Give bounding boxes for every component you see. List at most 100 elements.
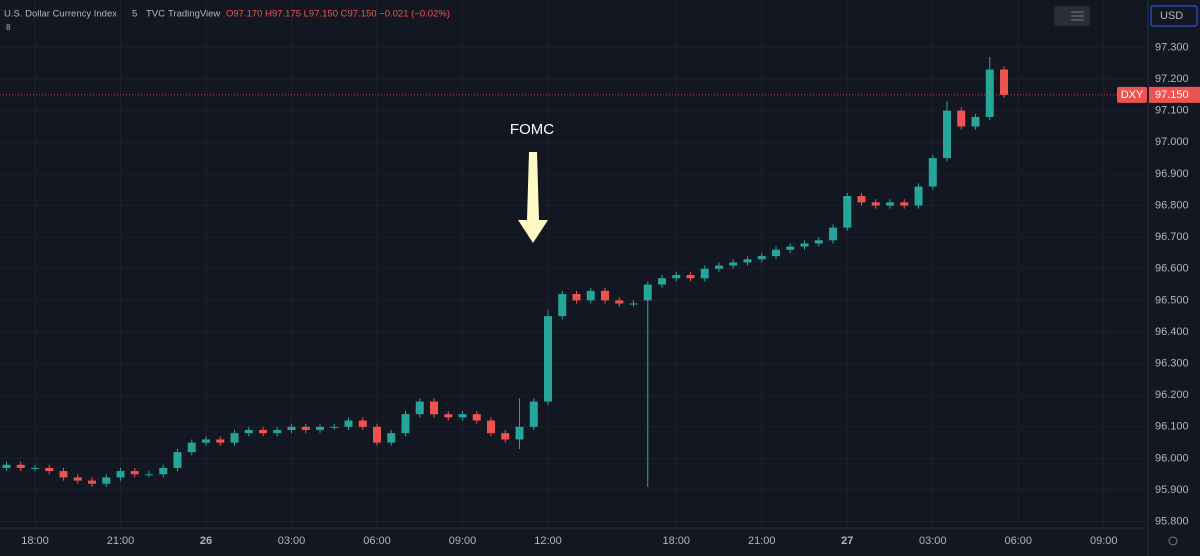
candle-body — [643, 284, 652, 301]
candle-body — [358, 420, 367, 427]
candle-body — [202, 439, 210, 443]
candle-body — [301, 426, 310, 430]
annotation-arrow — [518, 152, 548, 243]
currency[interactable]: USD — [1160, 10, 1183, 22]
y-tick-label: 97.000 — [1155, 136, 1189, 148]
y-tick-label: 95.800 — [1155, 516, 1189, 528]
candle-body — [544, 316, 552, 402]
candle-body — [244, 429, 253, 434]
candle-body — [757, 256, 766, 260]
candle-body — [344, 420, 353, 427]
candle-body — [515, 426, 524, 440]
candle-body — [857, 196, 866, 203]
candle-body — [586, 290, 595, 301]
fomc-annotation: FOMC — [510, 121, 554, 243]
candle-body — [173, 452, 182, 468]
candle-body — [472, 414, 481, 421]
candle-body — [829, 227, 837, 241]
candle-body — [601, 290, 609, 301]
candle-body — [615, 300, 624, 304]
candle-body — [88, 480, 96, 484]
candle-body — [900, 202, 909, 206]
x-tick-label: 09:00 — [449, 535, 477, 547]
candle-body — [672, 275, 681, 279]
candle-body — [415, 401, 424, 415]
candle-body — [187, 442, 196, 453]
y-tick-label: 96.300 — [1155, 357, 1189, 369]
interval: 5 — [132, 9, 137, 20]
candle-body — [928, 158, 937, 187]
y-tick-label: 97.200 — [1155, 73, 1189, 85]
candle-body — [130, 471, 139, 475]
y-tick-label: 96.800 — [1155, 199, 1189, 211]
x-tick-label: 12:00 — [534, 535, 562, 547]
menu-button[interactable] — [1054, 6, 1090, 26]
x-tick-label: 26 — [200, 535, 212, 547]
y-tick-label: 95.900 — [1155, 484, 1189, 496]
candle-body — [59, 471, 68, 478]
candle-body — [1000, 69, 1008, 95]
candle-body — [216, 439, 225, 443]
x-tick-label: 06:00 — [363, 535, 391, 547]
candle-body — [45, 467, 54, 472]
ohlc-values: O97.170 H97.175 L97.150 C97.150 −0.021 (… — [226, 9, 450, 20]
indicator-count[interactable]: 8 — [6, 23, 11, 32]
symbol-tag — [1117, 86, 1147, 103]
candle-body — [145, 474, 153, 476]
candle-body — [487, 420, 495, 434]
candle-body — [16, 464, 25, 468]
candle-body — [914, 186, 923, 206]
candle-body — [102, 477, 111, 484]
x-tick-label: 09:00 — [1090, 535, 1118, 547]
candle-body — [501, 433, 510, 440]
candle-body — [458, 414, 467, 418]
candle-body — [658, 278, 666, 285]
legend-header: U.S. Dollar Currency Index 5 TVC Trading… — [4, 9, 450, 33]
y-tick-label: 96.400 — [1155, 326, 1189, 338]
candle-body — [387, 433, 396, 443]
y-tick-label: 96.600 — [1155, 263, 1189, 275]
x-tick-label: 27 — [841, 535, 853, 547]
currency-selector[interactable]: USD — [1150, 5, 1198, 27]
candle-body — [957, 110, 966, 127]
candle-body — [287, 426, 296, 430]
y-tick-label: 96.200 — [1155, 389, 1189, 401]
candle-body — [330, 426, 339, 428]
candle-body — [116, 471, 125, 478]
candle-body — [373, 426, 381, 443]
instrument-name: U.S. Dollar Currency Index — [4, 9, 117, 20]
candle-body — [273, 429, 282, 434]
candle-body — [529, 401, 538, 427]
x-tick-label: 03:00 — [278, 535, 306, 547]
candle-body — [73, 477, 82, 481]
candle-body — [558, 294, 567, 317]
candle-body — [700, 268, 709, 279]
candle-body — [800, 243, 809, 247]
candle-body — [772, 249, 780, 257]
candle-body — [814, 240, 823, 244]
y-tick-label: 97.100 — [1155, 105, 1189, 117]
candle-body — [259, 429, 267, 434]
y-tick-label: 96.000 — [1155, 452, 1189, 464]
x-tick-label: 18:00 — [21, 535, 49, 547]
candle-body — [572, 294, 581, 301]
plot-area — [2, 56, 1008, 487]
candle-body — [31, 467, 39, 469]
y-tick-label: 96.100 — [1155, 421, 1189, 433]
candle-body — [971, 116, 980, 127]
candle-body — [715, 265, 723, 269]
x-tick-label: 21:00 — [107, 535, 135, 547]
candle-body — [886, 202, 894, 206]
exchange: TVC — [146, 9, 165, 20]
symbol-label: DXY — [1121, 89, 1144, 101]
y-tick-label: 96.900 — [1155, 168, 1189, 180]
x-tick-label: 03:00 — [919, 535, 947, 547]
candle-body — [729, 262, 738, 266]
last-price-label: 97.150 — [1155, 89, 1189, 101]
candle-body — [230, 433, 239, 443]
settings-icon[interactable] — [1168, 536, 1178, 546]
candle-body — [401, 414, 410, 434]
annotation-text: FOMC — [510, 121, 554, 138]
